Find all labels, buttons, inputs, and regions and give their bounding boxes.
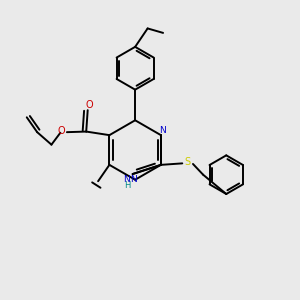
Text: N: N <box>130 175 136 184</box>
Text: S: S <box>184 157 191 166</box>
Text: O: O <box>58 126 65 136</box>
Text: H: H <box>124 181 130 190</box>
Text: N: N <box>159 126 166 135</box>
Text: O: O <box>85 100 93 110</box>
Text: N: N <box>123 175 130 184</box>
